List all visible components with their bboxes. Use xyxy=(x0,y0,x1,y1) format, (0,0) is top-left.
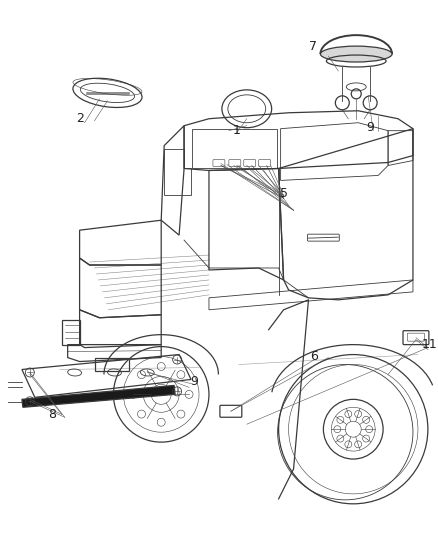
Polygon shape xyxy=(22,385,175,407)
Text: 2: 2 xyxy=(76,112,84,125)
Ellipse shape xyxy=(321,46,392,62)
Text: 11: 11 xyxy=(422,338,438,351)
Text: 9: 9 xyxy=(366,121,374,134)
Text: 5: 5 xyxy=(279,187,288,200)
Text: 6: 6 xyxy=(311,350,318,363)
Text: 8: 8 xyxy=(48,408,56,421)
Text: 7: 7 xyxy=(309,39,318,53)
Text: 9: 9 xyxy=(190,375,198,388)
Text: 1: 1 xyxy=(233,124,241,137)
